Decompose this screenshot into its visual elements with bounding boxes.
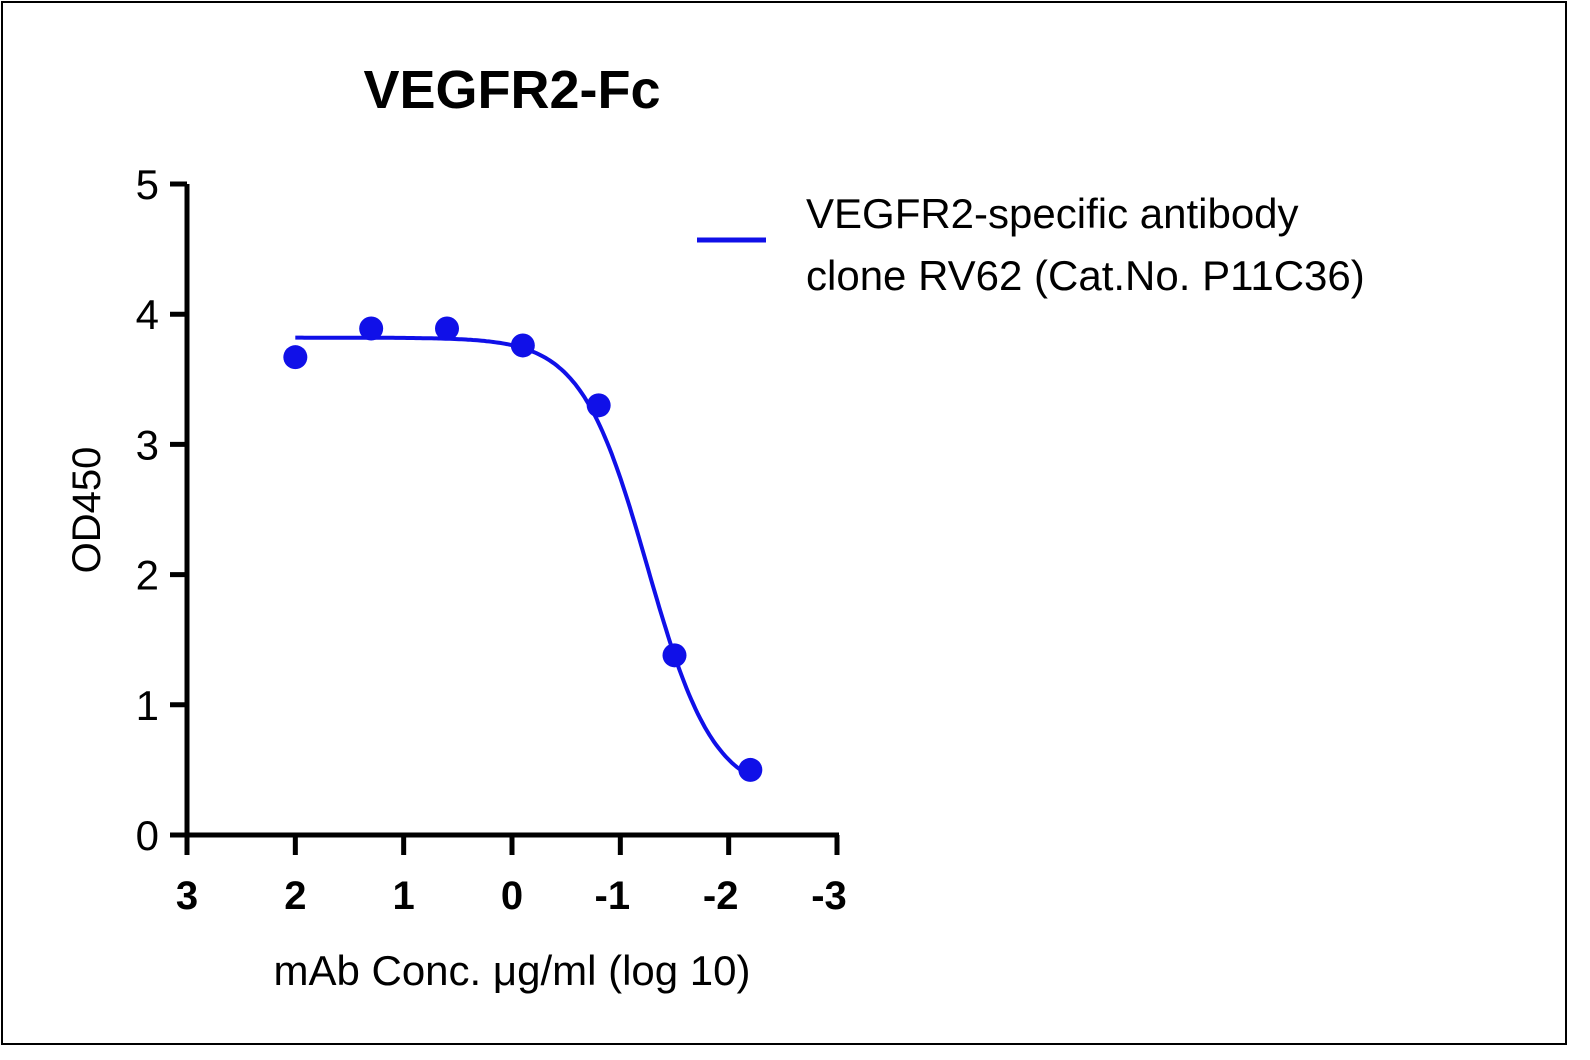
y-tick-label: 1 [136,682,159,729]
x-tick-label: -3 [811,874,847,918]
data-point [510,333,535,358]
legend: VEGFR2-specific antibody clone RV62 (Cat… [697,190,1365,299]
x-axis-label: mAb Conc. μg/ml (log 10) [273,947,750,994]
x-tick-label: 2 [284,874,306,918]
x-tick-label: -2 [703,874,739,918]
data-point [359,316,384,341]
x-tick-label: 1 [393,874,415,918]
y-axis-label: OD450 [65,447,109,574]
y-tick-label: 5 [136,161,159,208]
legend-label-line1: VEGFR2-specific antibody [806,190,1299,237]
y-tick-label: 4 [136,291,159,338]
legend-label-line2: clone RV62 (Cat.No. P11C36) [806,252,1365,299]
fit-curve [295,335,752,779]
data-point [435,316,459,341]
x-tick-label: -1 [595,874,631,918]
data-point [586,393,611,418]
y-tick-label: 0 [136,812,159,859]
plot-area [283,316,763,782]
chart-frame [1,1,1567,1045]
x-tick-label: 0 [501,874,523,918]
data-point [662,643,687,668]
x-tick-label: 3 [176,874,198,918]
y-tick-label: 2 [136,552,159,599]
axes: 0 1 2 3 4 5 3 2 1 0 -1 -2 -3 [136,161,847,918]
y-tick-label: 3 [136,421,159,468]
data-point [283,345,308,370]
chart-title: VEGFR2-Fc [363,60,660,120]
data-point [738,757,763,782]
